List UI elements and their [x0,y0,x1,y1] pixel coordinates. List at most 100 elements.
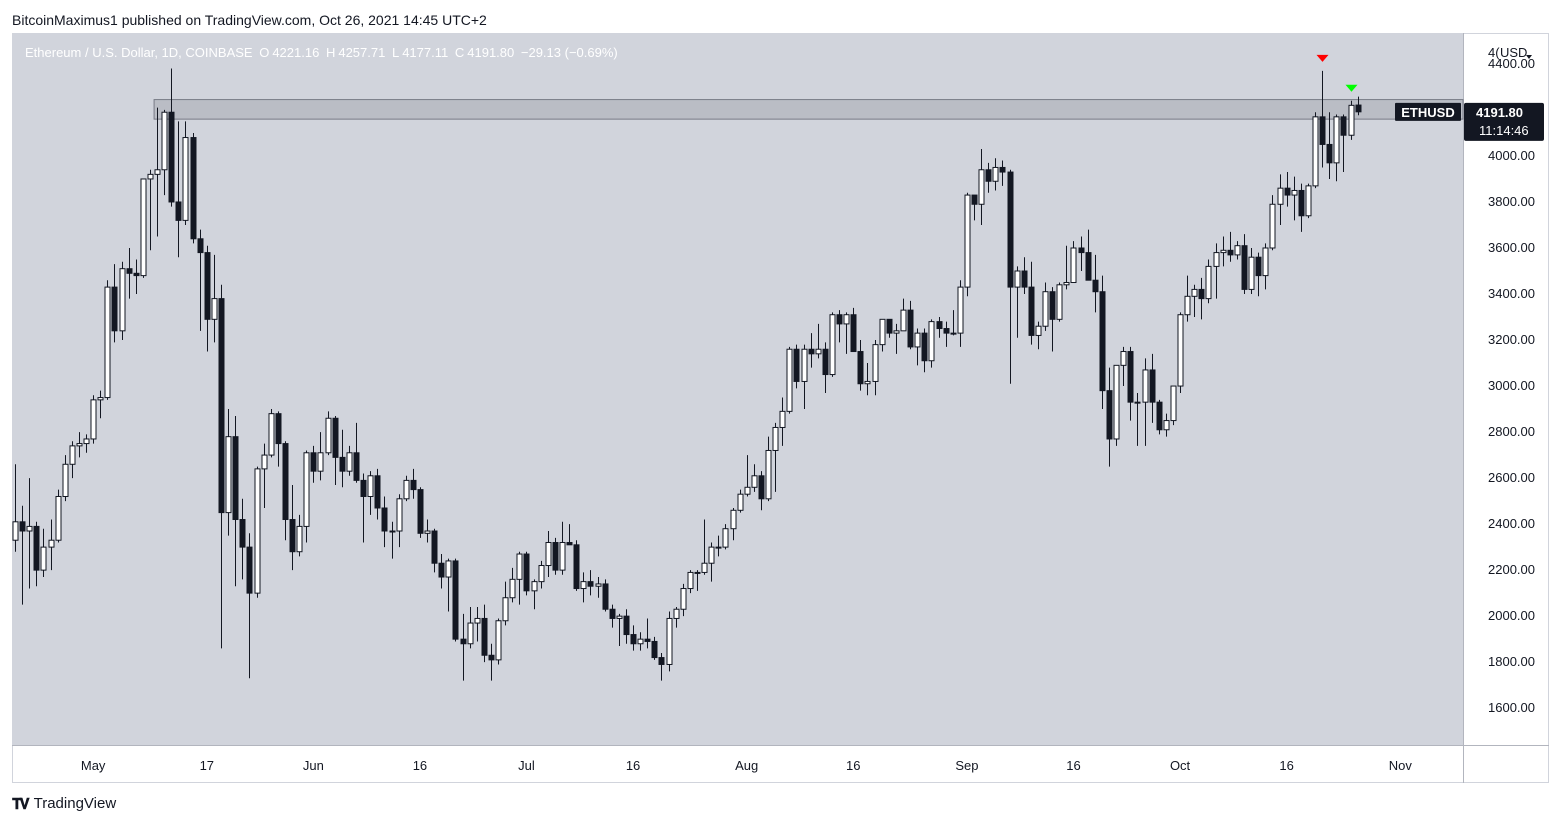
candle[interactable] [964,192,971,297]
candle[interactable] [90,395,97,444]
candle[interactable] [239,498,246,580]
candle[interactable] [69,441,76,479]
candle[interactable] [843,312,850,354]
candle[interactable] [850,307,857,353]
candle[interactable] [1092,254,1099,313]
candle[interactable] [921,328,928,373]
candle[interactable] [460,613,467,681]
candle[interactable] [879,318,886,352]
candle[interactable] [147,169,154,251]
candle[interactable] [1355,96,1362,116]
candle[interactable] [396,494,403,548]
candle[interactable] [1348,100,1355,140]
candle[interactable] [232,415,239,587]
candle[interactable] [111,264,118,343]
candle[interactable] [246,533,253,679]
candle[interactable] [1163,413,1170,437]
candle[interactable] [523,551,530,596]
candle[interactable] [1248,247,1255,295]
candle[interactable] [609,604,616,628]
candle[interactable] [495,618,502,665]
candle[interactable] [999,160,1006,186]
candle[interactable] [730,508,737,541]
candle[interactable] [26,478,33,589]
candle[interactable] [680,583,687,617]
candle[interactable] [403,475,410,502]
candle[interactable] [737,489,744,513]
candle[interactable] [133,259,140,295]
candle[interactable] [616,613,623,647]
candle[interactable] [168,68,175,207]
candle[interactable] [190,132,197,244]
footer-brand[interactable]: 𝐓𝐕 TradingView [12,794,116,814]
candle[interactable] [360,473,367,543]
candle[interactable] [204,245,211,352]
candle[interactable] [786,346,793,414]
candle[interactable] [992,158,999,191]
candle[interactable] [161,109,168,196]
candle[interactable] [76,432,83,458]
candle[interactable] [1113,364,1120,446]
candle[interactable] [119,261,126,341]
candle[interactable] [389,521,396,559]
candle[interactable] [211,254,218,343]
candle[interactable] [367,471,374,515]
candle[interactable] [893,323,900,354]
candle[interactable] [630,625,637,651]
candle[interactable] [1149,353,1156,423]
candle[interactable] [1198,277,1205,320]
candle[interactable] [928,319,935,368]
candle[interactable] [353,422,360,483]
candle[interactable] [104,280,111,400]
candle[interactable] [1284,172,1291,207]
candle[interactable] [1326,112,1333,179]
candle[interactable] [779,397,786,446]
candle[interactable] [566,524,573,546]
candle[interactable] [374,468,381,520]
candle[interactable] [1184,275,1191,322]
candle[interactable] [289,484,296,571]
candle[interactable] [381,496,388,548]
candle[interactable] [545,531,552,578]
candle[interactable] [758,471,765,511]
candle[interactable] [694,570,701,591]
candle[interactable] [282,441,289,541]
candle[interactable] [1007,169,1014,384]
candle[interactable] [829,312,836,377]
candle[interactable] [985,162,992,193]
candle[interactable] [40,528,47,578]
candle[interactable] [808,333,815,368]
candle[interactable] [126,247,133,299]
candle[interactable] [1156,399,1163,435]
candle[interactable] [1319,70,1326,168]
candle[interactable] [864,363,871,396]
candle[interactable] [666,611,673,672]
candle[interactable] [1021,257,1028,295]
candle[interactable] [410,468,417,499]
candle[interactable] [573,540,580,591]
resistance-zone[interactable] [153,99,1464,120]
candle[interactable] [1085,229,1092,281]
candle[interactable] [424,519,431,543]
candle[interactable] [1042,282,1049,331]
candle[interactable] [509,567,516,603]
candle[interactable] [1028,261,1035,345]
candle[interactable] [1340,114,1347,173]
candle[interactable] [417,487,424,538]
candle[interactable] [97,390,104,419]
candle[interactable] [261,443,268,508]
candle[interactable] [1234,241,1241,260]
candle[interactable] [445,558,452,612]
candle[interactable] [751,464,758,492]
candle[interactable] [474,606,481,642]
candle[interactable] [1063,245,1070,290]
candle[interactable] [1269,195,1276,251]
candle[interactable] [1049,287,1056,352]
candle[interactable] [303,450,310,543]
candle[interactable] [1106,367,1113,467]
candle[interactable] [1298,183,1305,232]
candle[interactable] [218,284,225,649]
candle[interactable] [900,298,907,332]
candle[interactable] [502,581,509,626]
candle[interactable] [488,643,495,681]
